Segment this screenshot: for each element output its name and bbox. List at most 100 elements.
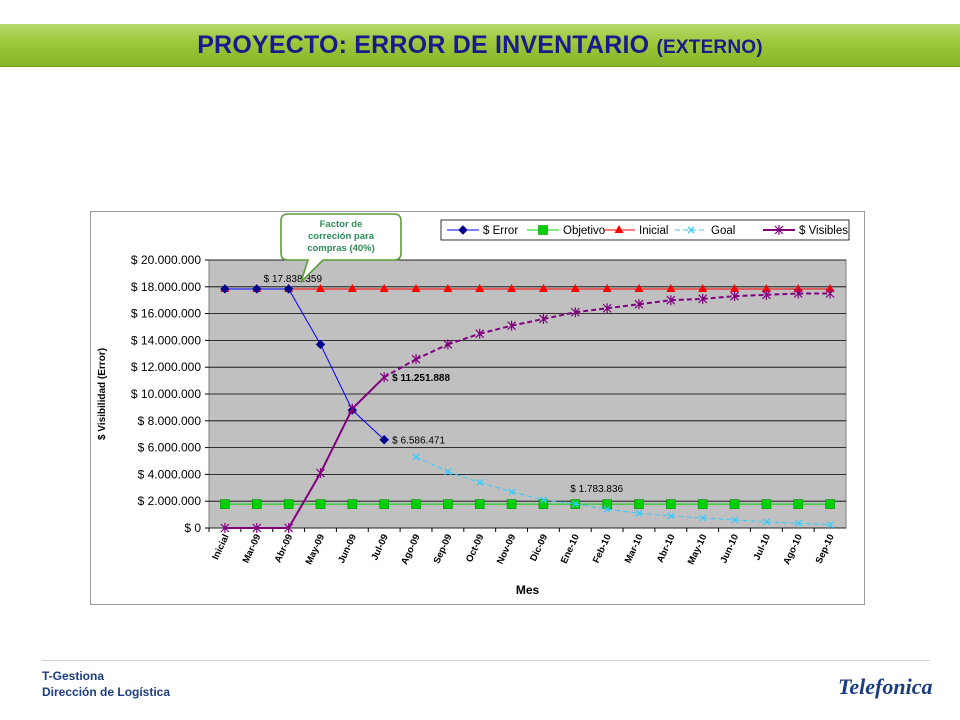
series-goal-line <box>543 499 576 505</box>
series-goal-point <box>539 496 547 504</box>
series-visibles-point <box>252 523 262 533</box>
series-inicial-point <box>730 283 740 292</box>
x-tick-label: Abr-10 <box>655 533 678 565</box>
y-tick-label: $ 4.000.000 <box>138 467 202 481</box>
series-inicial-point <box>315 283 325 292</box>
x-tick-label: Mar-09 <box>241 533 264 565</box>
series-visibles-point <box>379 372 389 383</box>
series-goal-point <box>412 453 420 461</box>
series-visibles-point <box>539 313 548 324</box>
series-error-line <box>351 409 385 441</box>
y-tick-label: $ 0 <box>184 521 201 535</box>
series-inicial-point <box>538 283 548 292</box>
series-visibles-line <box>319 408 354 474</box>
series-objetivo-point <box>729 499 740 509</box>
series-visibles-point <box>411 354 421 365</box>
series-visibles-line <box>638 299 671 306</box>
callout-text: compras (40%) <box>307 243 375 254</box>
footer-line-1: T-Gestiona <box>42 669 105 683</box>
page-title-suffix: (EXTERNO) <box>656 36 763 58</box>
series-objetivo-point <box>411 499 421 509</box>
legend-visibles-point <box>774 225 784 235</box>
series-goal-point <box>571 500 579 508</box>
series-inicial-point <box>793 283 803 292</box>
series-visibles-point <box>761 289 771 300</box>
header-banner: PROYECTO: ERROR DE INVENTARIO (EXTERNO) <box>0 24 960 67</box>
series-objetivo-point <box>634 499 644 509</box>
series-error-point <box>252 284 262 294</box>
series-objetivo-point <box>697 499 708 509</box>
series-goal-point <box>731 516 738 524</box>
y-tick-label: $ 10.000.000 <box>131 387 201 401</box>
series-inicial-point <box>411 283 421 292</box>
y-tick-label: $ 2.000.000 <box>138 494 202 508</box>
series-visibles-line <box>606 303 640 310</box>
series-visibles-line <box>734 293 767 298</box>
y-axis-label: $ Visibilidad (Error) <box>97 348 108 440</box>
x-tick-label: May-09 <box>304 533 328 567</box>
series-goal-line <box>575 503 608 510</box>
series-inicial-point <box>666 283 676 292</box>
x-tick-label: Inicial <box>210 533 231 562</box>
series-goal-point <box>699 514 707 522</box>
series-inicial-point <box>475 283 485 292</box>
x-axis-label: Mes <box>516 583 540 597</box>
inventory-error-chart: $ 0 $ 2.000.000 $ 4.000.000 $ 6.000.000 $ 8.… <box>97 213 850 597</box>
x-tick-label: Oct-09 <box>464 533 486 564</box>
series-visibles-point <box>507 320 516 331</box>
series-objetivo-point <box>347 499 358 509</box>
series-visibles-point <box>284 523 294 533</box>
series-goal-line <box>702 517 735 521</box>
series-inicial-point <box>570 283 580 292</box>
legend-inicial-point <box>614 225 624 233</box>
series-visibles-point <box>570 307 580 318</box>
series-visibles-line <box>479 324 512 335</box>
y-tick-label: $ 18.000.000 <box>131 280 201 294</box>
x-tick-label: Jul-10 <box>752 533 774 563</box>
series-goal-line <box>415 456 449 473</box>
series-objetivo-point <box>793 499 804 509</box>
chart-container: $ 0 $ 2.000.000 $ 4.000.000 $ 6.000.000 $ 8.… <box>90 211 865 605</box>
series-objetivo-point <box>443 499 453 509</box>
series-goal-line <box>734 519 767 523</box>
series-objetivo-point <box>220 499 230 509</box>
series-objetivo-point <box>761 499 772 509</box>
y-tick-label: $ 14.000.000 <box>131 333 201 347</box>
series-visibles-point <box>825 288 835 299</box>
series-goal-point <box>444 468 452 476</box>
series-inicial-point <box>347 283 357 292</box>
series-inicial-point <box>602 283 612 292</box>
series-visibles-point <box>475 328 485 339</box>
y-tick-label: $ 20.000.000 <box>131 253 201 267</box>
series-visibles-point <box>347 403 357 414</box>
series-error-point <box>283 284 294 294</box>
series-inicial-point <box>443 283 453 292</box>
y-tick-label: $ 6.000.000 <box>138 441 202 455</box>
legend-visibles-label: $ Visibles <box>799 225 848 237</box>
series-inicial-point <box>634 283 644 292</box>
series-goal-point <box>794 519 802 527</box>
series-goal-point <box>508 488 516 496</box>
series-goal-point <box>826 521 834 529</box>
footer-divider <box>42 660 930 661</box>
data-label: $ 1.783.836 <box>570 484 623 495</box>
series-visibles-line <box>351 376 385 410</box>
series-visibles-line <box>702 295 735 300</box>
series-visibles-point <box>602 303 612 314</box>
series-goal-line <box>638 512 671 517</box>
legend-objetivo-point <box>538 225 548 235</box>
x-tick-label: Ago-10 <box>781 533 805 567</box>
series-goal-point <box>635 509 643 517</box>
y-tick-label: $ 8.000.000 <box>138 414 202 428</box>
series-visibles-point <box>666 295 676 306</box>
data-label: $ 11.251.888 <box>392 373 450 384</box>
telefonica-logo: Telefonica <box>838 674 933 699</box>
series-visibles-point <box>443 339 453 350</box>
series-goal-line <box>766 521 799 524</box>
legend-goal-label: Goal <box>711 225 735 237</box>
series-visibles-line <box>670 297 703 302</box>
series-objetivo-point <box>506 499 517 509</box>
series-visibles-point <box>634 299 644 310</box>
x-tick-label: Sep-09 <box>431 533 454 566</box>
data-label: $ 6.586.471 <box>392 436 445 447</box>
